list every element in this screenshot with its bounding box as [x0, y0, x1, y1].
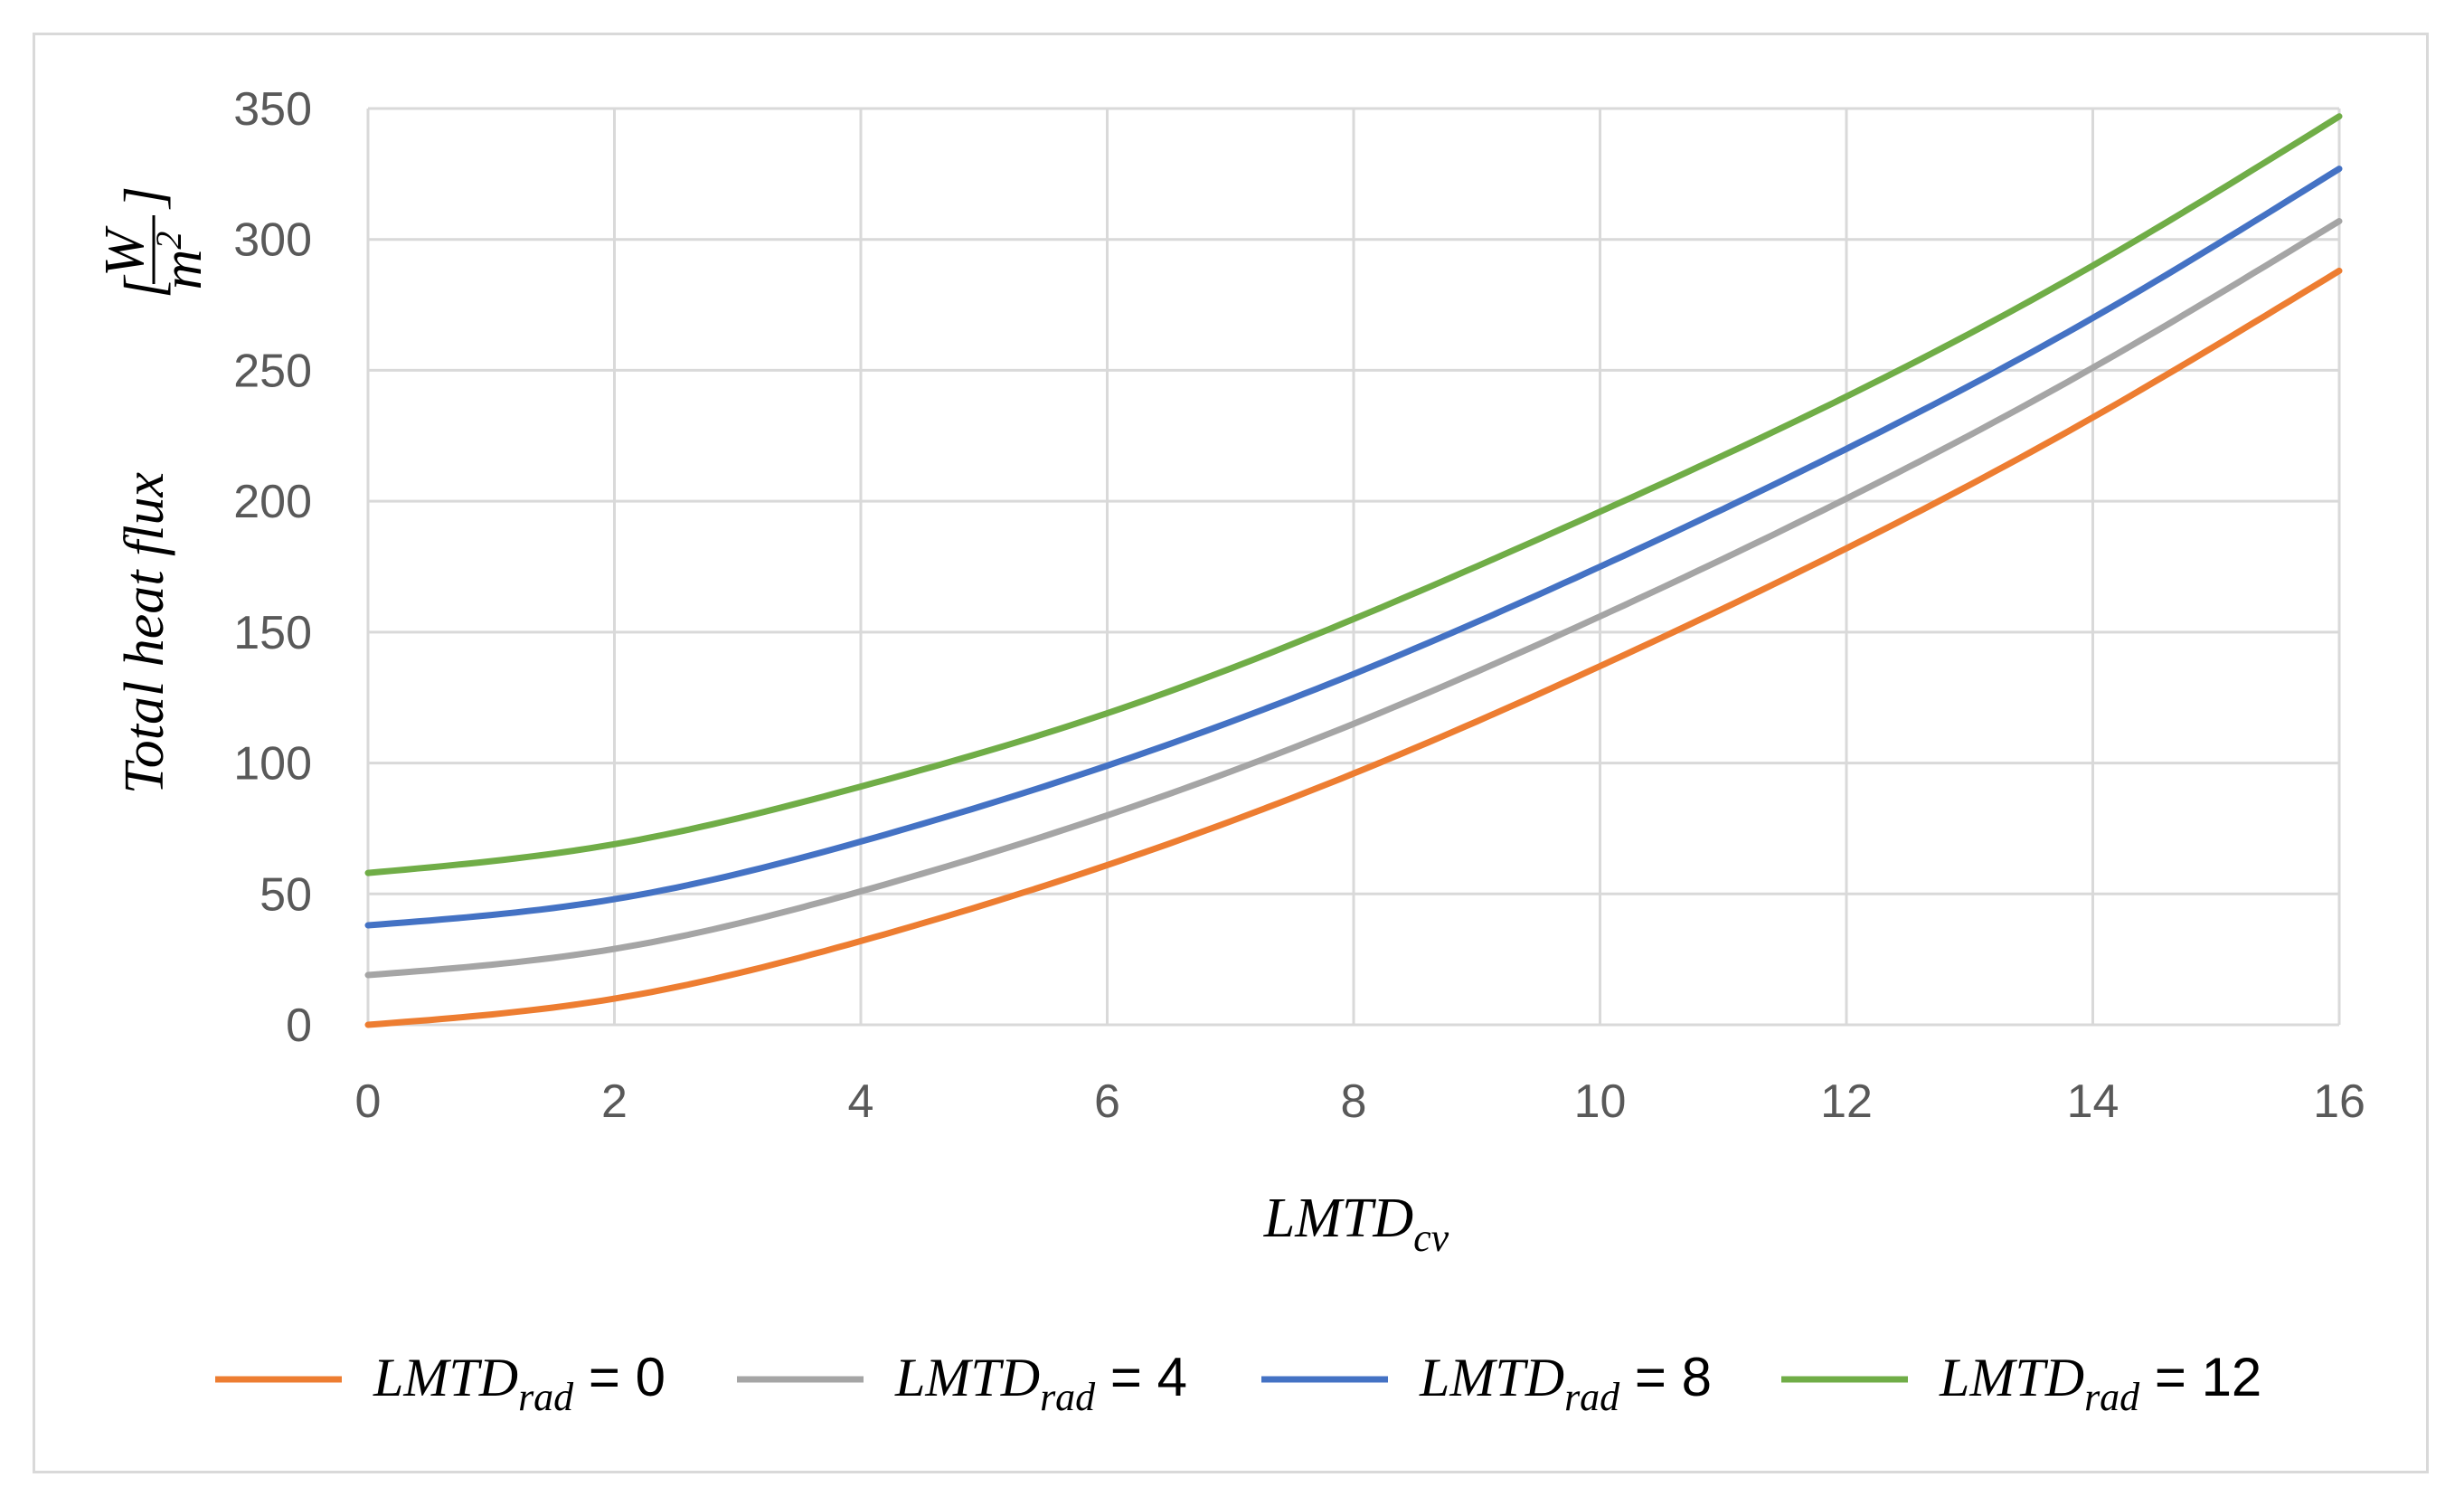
- legend-item-2: LMTDrad = 8: [1261, 1347, 1712, 1419]
- y-tick-label: 0: [286, 999, 312, 1052]
- svg-text:]: ]: [114, 186, 175, 210]
- y-tick-label: 50: [260, 868, 312, 921]
- x-tick-label: 16: [2313, 1075, 2365, 1128]
- y-tick-label: 200: [233, 476, 312, 528]
- y-axis-label: Total heat flux: [114, 472, 175, 794]
- chart-frame: [33, 33, 2429, 1473]
- x-tick-label: 4: [848, 1075, 874, 1128]
- y-axis-title: Total heat flux [ W m2 ]: [94, 186, 213, 794]
- series-line-3: [364, 113, 2343, 876]
- x-tick-label: 14: [2067, 1075, 2119, 1128]
- svg-text:m2: m2: [148, 232, 213, 290]
- y-tick-label: 350: [233, 83, 312, 136]
- y-axis-unit: [ W m2 ]: [94, 186, 213, 298]
- x-axis-label: LMTD: [1263, 1188, 1413, 1249]
- x-tick-label: 6: [1094, 1075, 1120, 1128]
- y-tick-label: 250: [233, 345, 312, 397]
- legend-label: LMTDrad = 0: [373, 1347, 666, 1419]
- y-tick-label: 300: [233, 214, 312, 267]
- x-axis-label-sub: cv: [1413, 1216, 1449, 1260]
- y-axis-unit-numerator: W: [94, 225, 156, 277]
- series-line-0: [364, 267, 2343, 1028]
- legend: LMTDrad = 0 LMTDrad = 4 LMTDrad = 8 LMTDrad…: [215, 1347, 2261, 1419]
- legend-item-0: LMTDrad = 0: [215, 1347, 666, 1419]
- legend-label: LMTDrad = 12: [1939, 1347, 2261, 1419]
- legend-label: LMTDrad = 8: [1419, 1347, 1712, 1419]
- grid-lines: [366, 107, 2341, 1027]
- legend-item-3: LMTDrad = 12: [1781, 1347, 2261, 1419]
- series-line-2: [364, 166, 2343, 929]
- y-axis-unit-exponent: 2: [148, 232, 189, 250]
- legend-item-1: LMTDrad = 4: [737, 1347, 1187, 1419]
- x-tick-label: 2: [601, 1075, 628, 1128]
- svg-text:Total heat flux: Total heat flux: [114, 472, 175, 794]
- x-tick-label: 12: [1820, 1075, 1873, 1128]
- x-axis-title: LMTDcv: [1263, 1188, 1449, 1260]
- x-tick-label: 10: [1574, 1075, 1627, 1128]
- svg-text:[: [: [114, 274, 175, 298]
- series-lines: [364, 113, 2343, 1028]
- y-tick-label: 100: [233, 738, 312, 791]
- legend-label: LMTDrad = 4: [894, 1347, 1187, 1419]
- y-tick-label: 150: [233, 607, 312, 659]
- x-tick-label: 0: [355, 1075, 382, 1128]
- x-tick-label: 8: [1341, 1075, 1367, 1128]
- y-tick-labels: 0 50 100 150 200 250 300 350: [233, 83, 312, 1052]
- y-axis-unit-denominator: m: [152, 250, 213, 290]
- x-tick-labels: 0 2 4 6 8 10 12 14 16: [355, 1075, 2365, 1128]
- series-line-1: [364, 218, 2343, 979]
